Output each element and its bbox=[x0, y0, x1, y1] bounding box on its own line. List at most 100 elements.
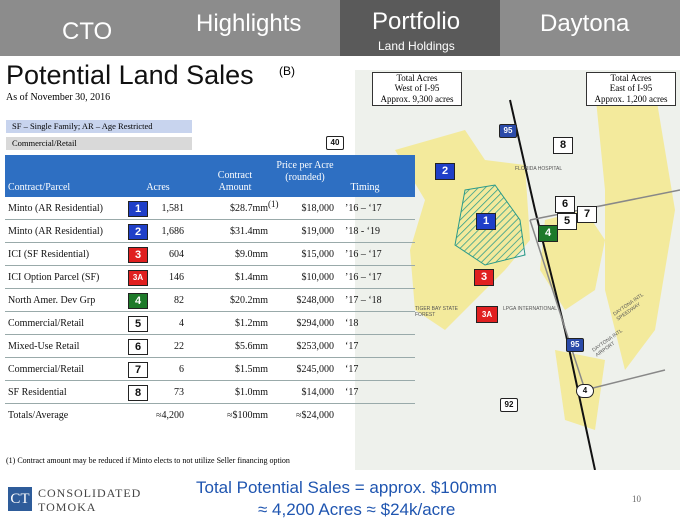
cell: $14,000 bbox=[301, 387, 335, 398]
cell: 146 bbox=[169, 272, 184, 283]
parcel-badge: 2 bbox=[128, 224, 148, 240]
map-parcel: 4 bbox=[538, 225, 558, 242]
legend-item: Commercial/Retail bbox=[6, 137, 192, 150]
parcel-badge: 3 bbox=[128, 247, 148, 263]
cell: $1.2mm bbox=[234, 318, 268, 329]
cell: $1.4mm bbox=[234, 272, 268, 283]
map-place: FLORIDA HOSPITAL bbox=[515, 166, 563, 172]
cell: $28.7mm bbox=[229, 203, 268, 214]
column-header: Price per Acre (rounded) bbox=[276, 160, 334, 183]
map-parcel: 2 bbox=[435, 163, 455, 180]
map-box-line: Approx. 1,200 acres bbox=[586, 94, 676, 106]
cell: SF Residential bbox=[8, 387, 67, 398]
cell: ≈4,200 bbox=[156, 410, 184, 421]
map-box-line: Total Acres bbox=[372, 72, 462, 84]
cell: 6 bbox=[179, 364, 184, 375]
logo-text: TOMOKA bbox=[38, 500, 97, 514]
map-place: LPGA INTERNATIONAL bbox=[503, 306, 558, 312]
nav-tab[interactable]: Daytona bbox=[540, 10, 630, 37]
summary: Total Potential Sales = approx. $100mm bbox=[196, 478, 497, 497]
cell: ‘18 bbox=[345, 318, 359, 329]
cell: 604 bbox=[169, 249, 184, 260]
cell: $10,000 bbox=[301, 272, 335, 283]
cell: Minto (AR Residential) bbox=[8, 203, 103, 214]
column-header: Acres bbox=[146, 182, 170, 193]
map-parcel: 3 bbox=[474, 269, 494, 286]
cell: $294,000 bbox=[296, 318, 335, 329]
map-box-line: West of I-95 bbox=[372, 83, 462, 94]
map-parcel: 1 bbox=[476, 213, 496, 230]
cell: Minto (AR Residential) bbox=[8, 226, 103, 237]
cell-note: (1) bbox=[268, 199, 279, 209]
row-line bbox=[5, 265, 415, 266]
map-box-line: East of I-95 bbox=[586, 83, 676, 94]
row-line bbox=[5, 403, 415, 404]
cell: $15,000 bbox=[301, 249, 335, 260]
i95 bbox=[509, 99, 596, 470]
cell: Mixed-Use Retail bbox=[8, 341, 80, 352]
cell: 1,581 bbox=[161, 203, 185, 214]
parcel-badge: 4 bbox=[128, 293, 148, 309]
cell: 1,686 bbox=[161, 226, 185, 237]
cell: $9.0mm bbox=[234, 249, 268, 260]
row-line bbox=[5, 334, 415, 335]
cell: $31.4mm bbox=[229, 226, 268, 237]
road-shield: 95 bbox=[566, 338, 584, 352]
map-parcel: 3A bbox=[476, 306, 498, 323]
cell: 4 bbox=[179, 318, 184, 329]
cell: ‘17 bbox=[345, 387, 359, 398]
cell: ’17 – ‘18 bbox=[345, 295, 382, 306]
row-line bbox=[5, 357, 415, 358]
map-parcel: 7 bbox=[577, 206, 597, 223]
row-line bbox=[5, 219, 415, 220]
road-shield: 4 bbox=[576, 384, 594, 398]
nav-subtitle: Land Holdings bbox=[378, 39, 455, 53]
map-parcel: 5 bbox=[557, 213, 577, 230]
cell: $19,000 bbox=[301, 226, 335, 237]
parcel-badge: 1 bbox=[128, 201, 148, 217]
column-header: Timing bbox=[350, 182, 380, 193]
cell: ’18 - ‘19 bbox=[345, 226, 380, 237]
summary: ≈ 4,200 Acres ≈ $24k/acre bbox=[258, 500, 456, 519]
cell: ’16 – ‘17 bbox=[345, 203, 382, 214]
nav-tab[interactable]: CTO bbox=[62, 18, 113, 45]
cell: Totals/Average bbox=[8, 410, 69, 421]
parcel-badge: 5 bbox=[128, 316, 148, 332]
column-header: Contract Amount bbox=[217, 170, 253, 193]
cell: $248,000 bbox=[296, 295, 335, 306]
cell: ‘17 bbox=[345, 341, 359, 352]
cell: $1.5mm bbox=[234, 364, 268, 375]
title: Potential Land Sales bbox=[6, 60, 254, 90]
map-box-line: Approx. 9,300 acres bbox=[372, 94, 462, 106]
land-area bbox=[595, 90, 675, 370]
map-parcel: 8 bbox=[553, 137, 573, 154]
logo-mark: CT bbox=[8, 487, 32, 511]
row-line bbox=[5, 311, 415, 312]
cell: North Amer. Dev Grp bbox=[8, 295, 96, 306]
road-shield: 92 bbox=[500, 398, 518, 412]
cell: $18,000 bbox=[301, 203, 335, 214]
map-box-line: Total Acres bbox=[586, 72, 676, 84]
cell: 73 bbox=[174, 387, 184, 398]
cell: ICI (SF Residential) bbox=[8, 249, 90, 260]
cell: 22 bbox=[174, 341, 184, 352]
parcel-badge: 7 bbox=[128, 362, 148, 378]
row-line bbox=[5, 288, 415, 289]
map-place: TIGER BAY STATE FOREST bbox=[415, 306, 458, 318]
cell: $5.6mm bbox=[234, 341, 268, 352]
date: As of November 30, 2016 bbox=[6, 92, 111, 103]
nav-tab[interactable]: Portfolio bbox=[372, 8, 461, 35]
road-shield: 40 bbox=[326, 136, 344, 150]
footnote: (1) Contract amount may be reduced if Mi… bbox=[6, 456, 290, 465]
cell: $20.2mm bbox=[229, 295, 268, 306]
title-note: (B) bbox=[279, 64, 295, 78]
legend-item: SF – Single Family; AR – Age Restricted bbox=[6, 120, 192, 133]
cell: Commercial/Retail bbox=[8, 364, 85, 375]
cell: ICI Option Parcel (SF) bbox=[8, 272, 100, 283]
logo-text: CONSOLIDATED bbox=[38, 486, 142, 500]
nav-tab[interactable]: Highlights bbox=[196, 10, 302, 37]
parcel-badge: 6 bbox=[128, 339, 148, 355]
active-tab bbox=[340, 0, 500, 56]
road-shield: 95 bbox=[499, 124, 517, 138]
row-line bbox=[5, 380, 415, 381]
